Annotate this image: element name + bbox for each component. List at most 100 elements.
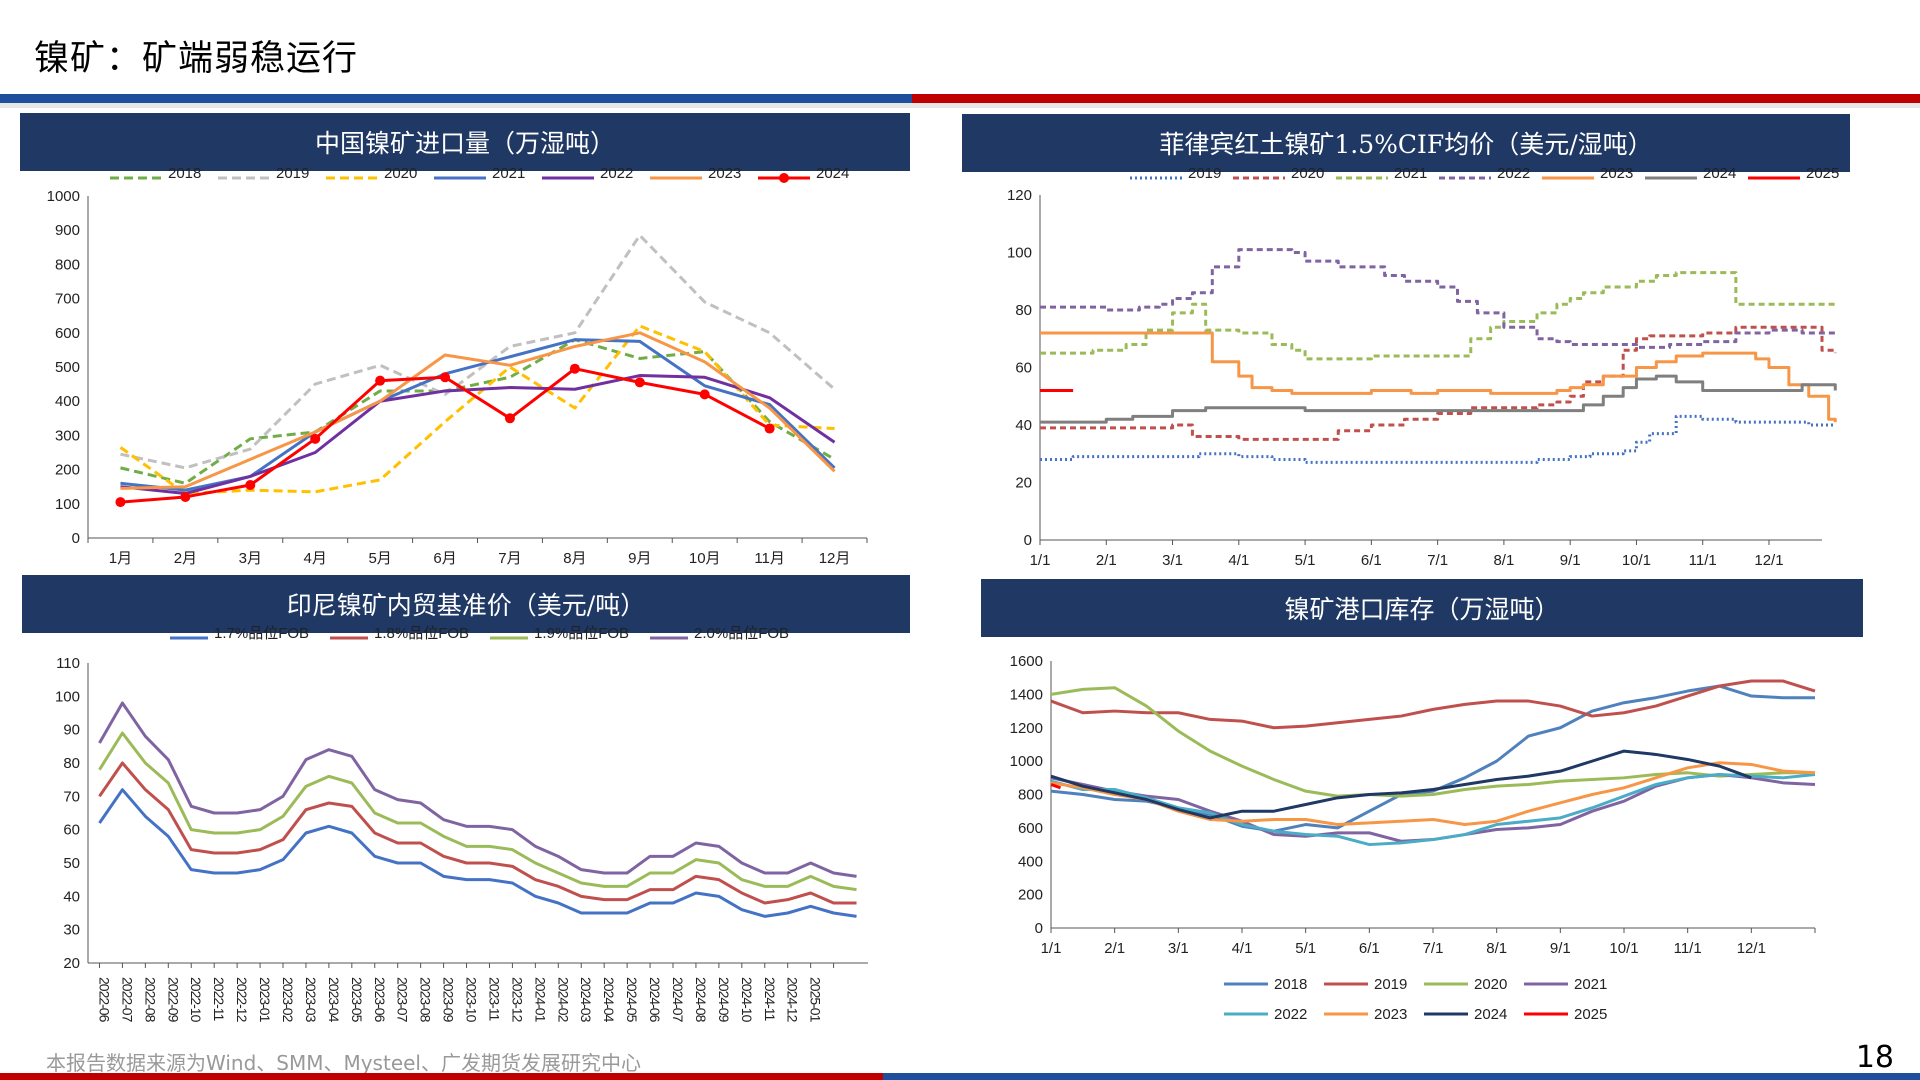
data-point-2024 (764, 423, 775, 434)
x-tick-label: 12/1 (1737, 940, 1766, 957)
y-tick-label: 1200 (1010, 720, 1043, 737)
x-tick-label: 11/1 (1674, 940, 1702, 957)
legend-label: 2024 (816, 165, 849, 182)
x-tick-label: 6月 (433, 550, 456, 567)
legend-marker (779, 173, 789, 183)
x-tick-label: 1/1 (1030, 552, 1051, 569)
x-tick-label: 11月 (754, 550, 785, 567)
series-line-1.8%品位FOB (98, 761, 857, 905)
x-tick-label: 1/1 (1041, 940, 1062, 957)
legend-label: 2020 (1291, 165, 1324, 182)
legend-label: 2019 (1374, 976, 1407, 993)
x-tick-label: 2023-05 (349, 977, 365, 1023)
data-point-2024 (375, 375, 386, 386)
y-tick-label: 0 (72, 530, 80, 547)
series-line-2.0%品位FOB (98, 701, 857, 878)
y-tick-label: 100 (1007, 245, 1032, 262)
y-tick-label: 40 (63, 888, 80, 905)
x-tick-label: 4/1 (1228, 552, 1249, 569)
x-tick-label: 10/1 (1622, 552, 1651, 569)
page-title: 镍矿：矿端弱稳运行 (34, 39, 359, 79)
y-tick-label: 120 (1007, 187, 1032, 204)
y-tick-label: 800 (1018, 787, 1043, 804)
legend-label: 2025 (1574, 1006, 1607, 1023)
data-point-2024 (569, 363, 580, 374)
series-line-2020 (1040, 325, 1837, 441)
legend-label: 2021 (492, 165, 525, 182)
y-tick-label: 90 (63, 722, 80, 739)
series-line-2018 (1050, 684, 1815, 833)
legend-label: 1.8%品位FOB (374, 625, 469, 642)
x-tick-label: 2023-08 (418, 977, 434, 1023)
x-tick-label: 2024-06 (647, 977, 663, 1023)
x-tick-label: 4月 (304, 550, 327, 567)
x-tick-label: 5/1 (1295, 552, 1316, 569)
series-line-2023 (1040, 331, 1837, 423)
y-tick-label: 20 (63, 955, 80, 972)
y-tick-label: 0 (1024, 532, 1032, 549)
y-tick-label: 100 (55, 496, 80, 513)
x-tick-label: 9/1 (1560, 552, 1581, 569)
y-tick-label: 600 (55, 325, 80, 342)
x-tick-label: 2/1 (1096, 552, 1117, 569)
x-tick-label: 2024-05 (624, 977, 640, 1023)
y-tick-label: 400 (1018, 853, 1043, 870)
legend-label: 2020 (1474, 976, 1507, 993)
x-tick-label: 2023-04 (326, 977, 342, 1023)
data-point-2024 (245, 479, 256, 490)
x-tick-label: 2024-08 (693, 977, 709, 1023)
x-tick-label: 1月 (109, 550, 132, 567)
chart-indonesia: 20 30 40 50 60 70 80 90 100 110 2022-06 2022-07 2022… (55, 625, 868, 1023)
x-tick-label: 10月 (689, 550, 721, 567)
x-tick-label: 2023-06 (372, 977, 388, 1023)
x-tick-label: 2024-02 (555, 977, 571, 1023)
y-tick-label: 20 (1015, 475, 1032, 492)
chart-title-cif: 菲律宾红土镍矿1.5%CIF均价（美元/湿吨） (962, 114, 1850, 172)
x-tick-label: 7/1 (1423, 940, 1444, 957)
legend-label: 2019 (1188, 165, 1221, 182)
x-tick-label: 6/1 (1359, 940, 1380, 957)
y-tick-label: 300 (55, 427, 80, 444)
legend-label: 2021 (1394, 165, 1427, 182)
data-point-2024 (115, 497, 126, 508)
y-tick-label: 0 (1035, 920, 1043, 937)
x-tick-label: 3月 (239, 550, 262, 567)
x-tick-label: 2024-03 (578, 977, 594, 1023)
y-tick-label: 200 (1018, 887, 1043, 904)
x-tick-label: 2024-09 (716, 977, 732, 1023)
x-tick-label: 9/1 (1550, 940, 1571, 957)
data-point-2024 (504, 413, 515, 424)
chart-title-inventory: 镍矿港口库存（万湿吨） (981, 579, 1863, 637)
legend-label: 2022 (1497, 165, 1530, 182)
series-line-2023 (1050, 761, 1816, 827)
x-tick-label: 8月 (563, 550, 586, 567)
y-tick-label: 80 (63, 755, 80, 772)
x-tick-label: 5月 (368, 550, 391, 567)
y-tick-label: 1000 (47, 188, 80, 205)
x-tick-label: 2024-12 (785, 977, 801, 1023)
x-tick-label: 10/1 (1609, 940, 1638, 957)
series-line-2021 (1040, 271, 1836, 361)
header-band-red (912, 94, 1920, 108)
x-tick-label: 2022-07 (119, 977, 135, 1023)
x-tick-label: 12/1 (1754, 552, 1783, 569)
legend-label: 2023 (1374, 1006, 1407, 1023)
legend-label: 2022 (1274, 1006, 1307, 1023)
x-tick-label: 2024-01 (532, 977, 548, 1023)
chart-inventory: 0 200 400 600 800 1000 1200 1400 1600 1/1 2/1 3/1 4/… (1010, 653, 1816, 1023)
x-tick-label: 9月 (628, 550, 651, 567)
x-tick-label: 2023-09 (441, 977, 457, 1023)
x-tick-label: 2023-12 (509, 977, 525, 1023)
legend-label: 1.9%品位FOB (534, 625, 629, 642)
x-tick-label: 2023-03 (303, 977, 319, 1023)
x-tick-label: 2/1 (1104, 940, 1125, 957)
x-tick-label: 2024-04 (601, 977, 617, 1023)
footer-source: 本报告数据来源为Wind、SMM、Mysteel、广发期货发展研究中心 (46, 1051, 641, 1075)
y-tick-label: 100 (55, 688, 80, 705)
x-tick-label: 2023-01 (257, 977, 273, 1023)
x-tick-label: 7/1 (1427, 552, 1448, 569)
legend-label: 2023 (708, 165, 741, 182)
series-line-2022 (1040, 248, 1837, 349)
legend-label: 2018 (1274, 976, 1307, 993)
footer-band (0, 1073, 1920, 1080)
